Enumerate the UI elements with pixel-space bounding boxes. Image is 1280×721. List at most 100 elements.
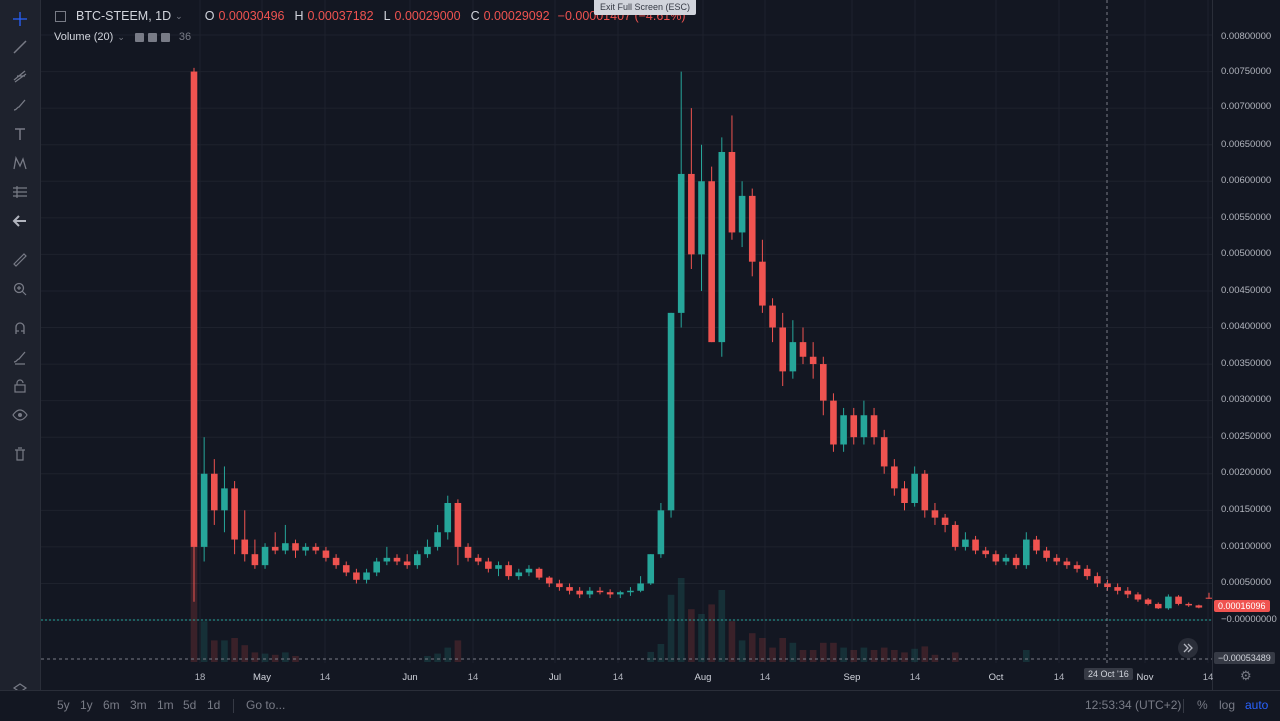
pattern-icon[interactable]: [8, 151, 32, 175]
price-scale[interactable]: 0.00800000 0.00750000 0.00700000 0.00650…: [1212, 0, 1280, 690]
candle-body: [373, 561, 380, 573]
gear-icon[interactable]: ⚙: [1240, 668, 1252, 683]
price-tick: 0.00300000: [1221, 394, 1272, 405]
candle-body: [566, 587, 573, 591]
time-tick: Jul: [548, 672, 562, 683]
candle-body: [779, 327, 786, 372]
text-icon[interactable]: [8, 122, 32, 146]
goto-button[interactable]: Go to...: [246, 698, 286, 712]
volume-bar: [931, 654, 939, 662]
time-tick: Oct: [988, 672, 1004, 683]
volume-bar: [271, 654, 279, 662]
lock-icon[interactable]: [8, 374, 32, 398]
drawing-toolbar: [0, 0, 41, 720]
time-tick: May: [253, 672, 271, 683]
candle-body: [556, 583, 563, 588]
volume-bar: [901, 652, 908, 662]
candle-body: [1033, 539, 1040, 551]
ruler-icon[interactable]: [8, 248, 32, 272]
price-tick: 0.00500000: [1221, 248, 1272, 259]
time-tick: 14: [1053, 672, 1065, 683]
candle-body: [1053, 557, 1061, 562]
arrow-back-icon[interactable]: [8, 209, 32, 233]
clock[interactable]: 12:53:34 (UTC+2): [1085, 698, 1182, 712]
prediction-icon[interactable]: [8, 180, 32, 204]
candle-body: [271, 546, 279, 551]
range-5d-button[interactable]: 5d: [183, 698, 197, 712]
close-label: C: [470, 9, 480, 23]
candle-body: [972, 539, 979, 551]
candle-body: [1104, 583, 1111, 588]
time-tick: Jun: [402, 672, 418, 683]
chevron-down-icon[interactable]: ⌄: [117, 31, 125, 42]
candle-body: [312, 546, 320, 551]
candle-body: [647, 554, 655, 584]
candle-body: [302, 546, 309, 551]
percent-scale-button[interactable]: %: [1197, 698, 1208, 712]
volume-bar: [251, 652, 259, 662]
symbol-label[interactable]: BTC-STEEM, 1D: [76, 9, 172, 23]
range-6m-button[interactable]: 6m: [103, 698, 120, 712]
candle-body: [424, 546, 431, 555]
time-tick: 14: [319, 672, 331, 683]
candle-body: [454, 503, 462, 547]
volume-bar: [891, 650, 898, 662]
candle-body: [708, 181, 715, 343]
close-icon[interactable]: [160, 32, 170, 42]
brush-icon[interactable]: [8, 93, 32, 117]
chart-pane[interactable]: [41, 0, 1212, 690]
range-1y-button[interactable]: 1y: [80, 698, 93, 712]
scroll-right-button[interactable]: [1178, 638, 1198, 658]
candle-body: [789, 342, 797, 372]
time-tick: 14: [909, 672, 921, 683]
candle-body: [901, 488, 908, 503]
range-3m-button[interactable]: 3m: [130, 698, 147, 712]
fib-icon[interactable]: [8, 64, 32, 88]
range-1d-button[interactable]: 1d: [207, 698, 221, 712]
candle-body: [698, 181, 705, 255]
settings-icon[interactable]: [134, 32, 144, 42]
candle-body: [606, 592, 614, 595]
volume-bar: [688, 609, 695, 662]
candle-body: [525, 568, 533, 573]
collapse-legend-icon[interactable]: [55, 10, 66, 22]
volume-label[interactable]: Volume (20): [54, 31, 114, 43]
time-tick: 14: [759, 672, 771, 683]
time-tick: 14: [612, 672, 624, 683]
crosshair-icon[interactable]: [8, 7, 32, 31]
trash-icon[interactable]: [8, 442, 32, 466]
chevron-down-icon[interactable]: ⌄: [175, 10, 183, 21]
candle-body: [1063, 561, 1071, 566]
volume-bar: [728, 621, 736, 662]
zoom-icon[interactable]: [8, 277, 32, 301]
candle-body: [474, 557, 482, 562]
open-label: O: [204, 9, 215, 23]
price-tick: 0.00650000: [1221, 139, 1272, 150]
candle-body: [830, 400, 837, 445]
magnet-icon[interactable]: [8, 316, 32, 340]
chart-canvas[interactable]: [41, 0, 1212, 663]
format-icon[interactable]: [147, 32, 157, 42]
candle-body: [769, 305, 776, 328]
auto-scale-button[interactable]: auto: [1245, 698, 1269, 712]
candle-body: [383, 557, 391, 562]
range-5y-button[interactable]: 5y: [57, 698, 70, 712]
range-1m-button[interactable]: 1m: [157, 698, 174, 712]
lock-drawings-icon[interactable]: [8, 345, 32, 369]
candle-body: [1195, 605, 1203, 608]
candle-body: [1205, 597, 1212, 599]
volume-bar: [820, 642, 827, 662]
log-scale-button[interactable]: log: [1219, 698, 1236, 712]
trend-line-icon[interactable]: [8, 35, 32, 59]
candle-body: [637, 583, 644, 591]
volume-bar: [231, 638, 238, 662]
candle-body: [596, 590, 604, 593]
volume-bar: [799, 650, 807, 662]
candle-body: [1144, 599, 1152, 604]
exit-fullscreen-button[interactable]: Exit Full Screen (ESC): [594, 0, 697, 15]
candle-body: [322, 550, 330, 558]
time-scale[interactable]: 18 May 14 Jun 14 Jul 14 Aug 14 Sep 14 Oc…: [41, 663, 1213, 690]
candle-body: [982, 550, 989, 555]
eye-icon[interactable]: [8, 403, 32, 427]
